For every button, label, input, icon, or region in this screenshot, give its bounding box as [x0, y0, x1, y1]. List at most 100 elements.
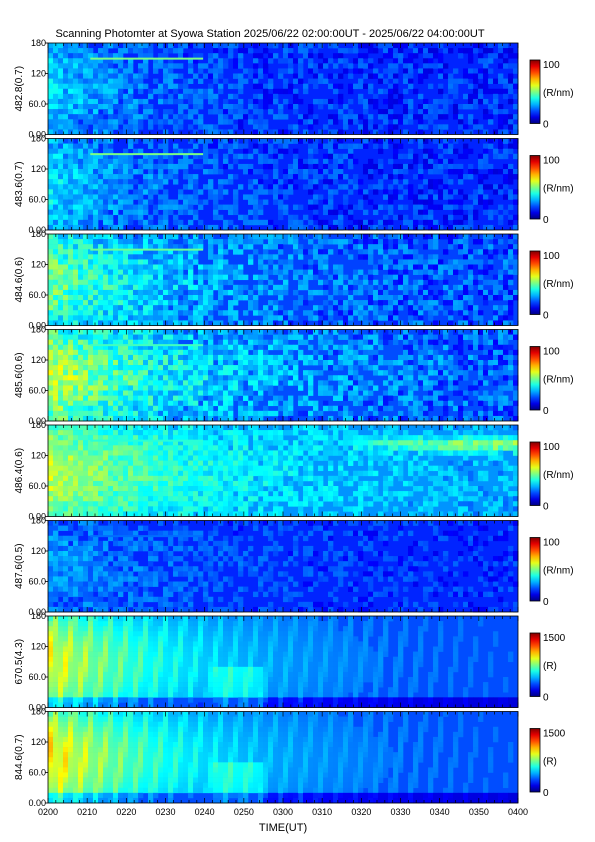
x-tick-label: 0330 [390, 807, 410, 817]
y-tick-label: 120 [31, 451, 46, 461]
y-tick-label: 0.00 [28, 225, 46, 235]
colorbar-unit: (R/nm) [543, 88, 574, 99]
emission-streak [90, 153, 204, 156]
y-tick-label: 0.00 [28, 798, 46, 808]
panel-ylabel: 484.6(0.6) [14, 257, 25, 303]
panels: 0.00 60.0 120 180 482.8(0.7) 100 (R/nm) 0 0.00 60… [14, 38, 574, 808]
x-axis: 0200 0210 0220 0230 0240 0250 0300 0310 0320 0330… [38, 807, 528, 817]
y-tick-label: 0.00 [28, 321, 46, 331]
colorbar-max: 100 [543, 538, 560, 549]
y-tick-label: 180 [31, 134, 46, 144]
colorbar-min: 0 [543, 788, 549, 799]
panel-0: 0.00 60.0 120 180 482.8(0.7) 100 (R/nm) 0 [14, 38, 574, 140]
x-tick-label: 0300 [273, 807, 293, 817]
y-tick-label: 120 [31, 69, 46, 79]
y-tick-label: 60.0 [28, 768, 46, 778]
y-tick-label: 60.0 [28, 577, 46, 587]
x-tick-label: 0240 [195, 807, 215, 817]
colorbar-max: 1500 [543, 729, 566, 740]
colorbar [529, 632, 541, 697]
x-tick-label: 0400 [508, 807, 528, 817]
y-tick-label: 180 [31, 611, 46, 621]
colorbar [529, 59, 541, 124]
colorbar-unit: (R/nm) [543, 470, 574, 481]
y-tick-label: 180 [31, 420, 46, 430]
emission-streak [90, 57, 204, 60]
y-tick-label: 180 [31, 229, 46, 239]
emission-streak [90, 344, 204, 347]
y-tick-label: 180 [31, 38, 46, 48]
panel-3: 0.00 60.0 120 180 485.6(0.6) 100 (R/nm) 0 [14, 325, 574, 427]
panel-ylabel: 670.5(4.3) [14, 639, 25, 685]
y-tick-label: 60.0 [28, 386, 46, 396]
chart-title: Scanning Photomter at Syowa Station 2025… [55, 28, 484, 40]
y-tick-label: 0.00 [28, 607, 46, 617]
panel-5: 0.00 60.0 120 180 487.6(0.5) 100 (R/nm) 0 [14, 516, 574, 618]
colorbar-max: 100 [543, 442, 560, 453]
panel-ylabel: 485.6(0.6) [14, 352, 25, 398]
y-tick-label: 120 [31, 260, 46, 270]
x-tick-label: 0230 [155, 807, 175, 817]
colorbar-min: 0 [543, 406, 549, 417]
x-tick-label: 0310 [312, 807, 332, 817]
heatmap-cells [48, 138, 519, 231]
colorbar-max: 100 [543, 251, 560, 262]
colorbar-min: 0 [543, 311, 549, 322]
x-tick-label: 0200 [38, 807, 58, 817]
panel-ylabel: 486.4(0.6) [14, 448, 25, 494]
y-tick-label: 0.00 [28, 512, 46, 522]
y-tick-label: 180 [31, 707, 46, 717]
panel-ylabel: 482.8(0.7) [14, 66, 25, 112]
y-tick-label: 120 [31, 642, 46, 652]
y-tick-label: 60.0 [28, 672, 46, 682]
x-tick-label: 0250 [234, 807, 254, 817]
colorbar-min: 0 [543, 215, 549, 226]
colorbar-unit: (R/nm) [543, 183, 574, 194]
y-tick-label: 120 [31, 737, 46, 747]
colorbar-unit: (R/nm) [543, 565, 574, 576]
y-tick-label: 0.00 [28, 130, 46, 140]
colorbar [529, 346, 541, 411]
panel-4: 0.00 60.0 120 180 486.4(0.6) 100 (R/nm) 0 [14, 420, 574, 522]
heatmap-cells [48, 520, 519, 613]
colorbar [529, 250, 541, 315]
heatmap-cells [48, 425, 519, 517]
colorbar-unit: (R) [543, 756, 557, 767]
colorbar-unit: (R/nm) [543, 374, 574, 385]
colorbar-max: 100 [543, 156, 560, 167]
y-tick-label: 0.00 [28, 416, 46, 426]
x-tick-label: 0220 [116, 807, 136, 817]
y-tick-label: 120 [31, 546, 46, 556]
panel-1: 0.00 60.0 120 180 483.6(0.7) 100 (R/nm) 0 [14, 134, 574, 236]
y-tick-label: 60.0 [28, 481, 46, 491]
y-tick-label: 120 [31, 355, 46, 365]
panel-7: 0.00 60.0 120 180 844.6(0.7) 1500 (R) 0 [14, 707, 566, 809]
panel-2: 0.00 60.0 120 180 484.6(0.6) 100 (R/nm) 0 [14, 229, 574, 331]
colorbar-min: 0 [543, 502, 549, 513]
emission-streak [90, 248, 204, 251]
heatmap-cells [48, 329, 519, 422]
x-tick-label: 0320 [351, 807, 371, 817]
x-tick-label: 0350 [469, 807, 489, 817]
colorbar-unit: (R) [543, 661, 557, 672]
panel-6: 0.00 60.0 120 180 670.5(4.3) 1500 (R) 0 [14, 611, 566, 713]
panel-ylabel: 844.6(0.7) [14, 734, 25, 780]
panel-ylabel: 487.6(0.5) [14, 543, 25, 589]
heatmap-cells [48, 616, 519, 708]
x-tick-label: 0340 [430, 807, 450, 817]
colorbar [529, 155, 541, 220]
colorbar-max: 1500 [543, 633, 566, 644]
heatmap-cells [48, 234, 519, 326]
colorbar-max: 100 [543, 60, 560, 71]
emission-streak [90, 535, 204, 538]
panel-ylabel: 483.6(0.7) [14, 161, 25, 207]
heatmap-cells [48, 711, 519, 804]
colorbar-min: 0 [543, 693, 549, 704]
x-tick-label: 0210 [77, 807, 97, 817]
colorbar [529, 728, 541, 793]
y-tick-label: 60.0 [28, 195, 46, 205]
y-tick-label: 180 [31, 325, 46, 335]
colorbar-min: 0 [543, 597, 549, 608]
colorbar [529, 537, 541, 602]
